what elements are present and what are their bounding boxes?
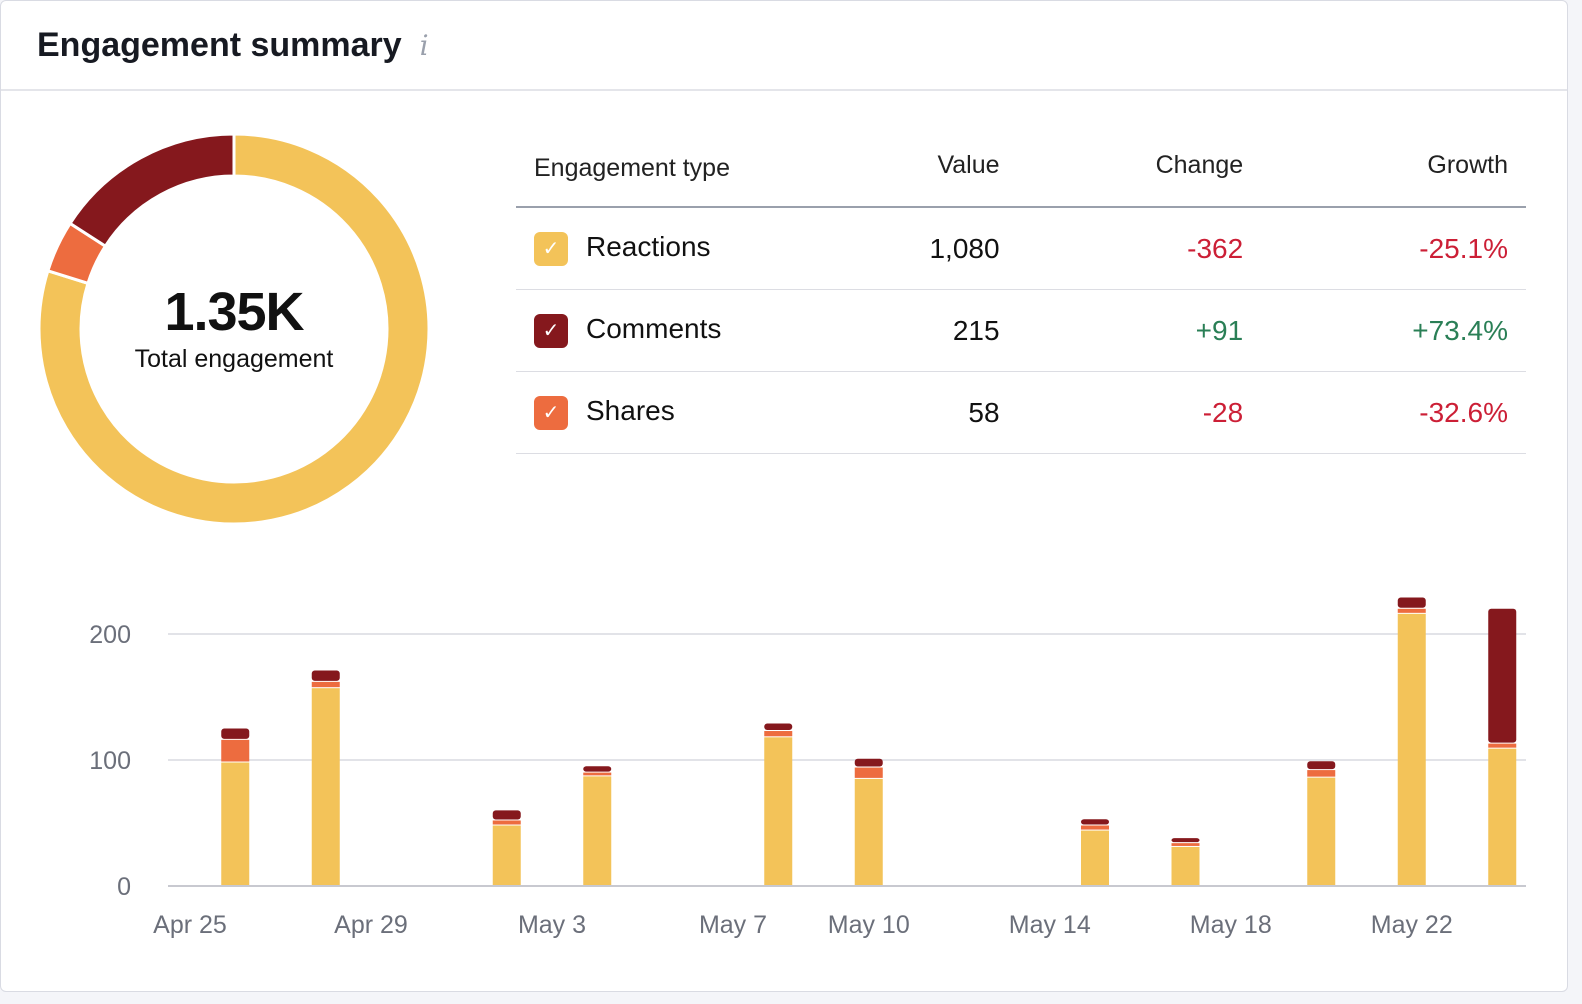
x-tick-label: May 22 — [1371, 911, 1453, 939]
change-cell: +91 — [1017, 289, 1262, 372]
type-label: Comments — [586, 313, 722, 345]
bar-reactions[interactable] — [492, 825, 521, 885]
card-header: Engagement summary i — [1, 1, 1567, 91]
col-value: Value — [812, 141, 1018, 208]
bar-comments[interactable] — [854, 758, 883, 767]
info-icon[interactable]: i — [419, 28, 429, 62]
bar-comments[interactable] — [1307, 761, 1336, 770]
table-row: ✓ Shares 58 -28 -32.6% — [516, 371, 1526, 454]
x-tick-label: Apr 29 — [334, 911, 408, 939]
x-tick-label: May 7 — [699, 911, 767, 939]
bar-reactions[interactable] — [1397, 613, 1426, 885]
growth-cell: -32.6% — [1261, 371, 1526, 454]
engagement-summary-card: Engagement summary i 1.35K Total engagem… — [0, 0, 1568, 992]
total-engagement-value: 1.35K — [164, 282, 304, 342]
bar-shares[interactable] — [221, 739, 250, 762]
checkbox-comments[interactable]: ✓ — [534, 313, 568, 348]
checkbox-reactions[interactable]: ✓ — [534, 231, 568, 266]
bar-comments[interactable] — [221, 728, 250, 739]
bar-comments[interactable] — [764, 723, 793, 731]
bar-reactions[interactable] — [221, 762, 250, 885]
bar-reactions[interactable] — [1488, 748, 1517, 885]
growth-cell: +73.4% — [1261, 289, 1526, 372]
bar-chart: 0 100 200 Apr 25 Apr 29 May 3 May 7 May 10 May 1… — [89, 597, 1526, 939]
engagement-table: Engagement type Value Change Growth ✓ Rea… — [516, 141, 1526, 454]
x-tick-label: May 3 — [518, 911, 586, 939]
donut-slice-reactions[interactable] — [37, 132, 431, 526]
x-tick-label: Apr 25 — [153, 911, 227, 939]
change-cell: -362 — [1017, 207, 1262, 290]
bar-shares[interactable] — [1171, 843, 1200, 846]
y-tick-label: 100 — [89, 747, 131, 775]
y-tick-label: 200 — [89, 621, 131, 649]
bar-shares[interactable] — [492, 820, 521, 825]
bar-shares[interactable] — [583, 772, 612, 776]
bar-comments[interactable] — [1171, 838, 1200, 843]
bar-reactions[interactable] — [311, 688, 340, 885]
donut-slice-comments[interactable] — [68, 132, 236, 249]
bar-shares[interactable] — [1397, 608, 1426, 613]
checkbox-shares[interactable]: ✓ — [534, 395, 568, 430]
bar-shares[interactable] — [311, 681, 340, 688]
x-tick-label: May 10 — [828, 911, 910, 939]
col-growth: Growth — [1261, 141, 1526, 208]
value-cell: 215 — [812, 289, 1018, 372]
bar-reactions[interactable] — [1171, 846, 1200, 885]
type-label: Reactions — [586, 231, 711, 263]
bar-reactions[interactable] — [764, 737, 793, 885]
bar-shares[interactable] — [1307, 770, 1336, 777]
bar-comments[interactable] — [583, 766, 612, 772]
bar-shares[interactable] — [854, 767, 883, 778]
card-title: Engagement summary — [37, 25, 402, 64]
type-label: Shares — [586, 395, 675, 427]
value-cell: 1,080 — [812, 207, 1018, 290]
donut-chart — [37, 132, 431, 526]
bar-shares[interactable] — [1488, 743, 1517, 748]
bar-shares[interactable] — [1081, 825, 1109, 830]
table-row: ✓ Comments 215 +91 +73.4% — [516, 289, 1526, 372]
bar-comments[interactable] — [1488, 608, 1517, 743]
bar-comments[interactable] — [492, 810, 521, 820]
bar-shares[interactable] — [764, 731, 793, 737]
change-cell: -28 — [1017, 371, 1262, 454]
col-change: Change — [1017, 141, 1262, 208]
bar-comments[interactable] — [1081, 819, 1109, 825]
table-row: ✓ Reactions 1,080 -362 -25.1% — [516, 207, 1526, 290]
bar-comments[interactable] — [1397, 597, 1426, 608]
x-tick-label: May 14 — [1009, 911, 1091, 939]
bar-reactions[interactable] — [1081, 830, 1109, 885]
total-engagement-label: Total engagement — [134, 345, 334, 373]
bar-reactions[interactable] — [854, 778, 883, 885]
bar-reactions[interactable] — [1307, 777, 1336, 885]
donut-center: 1.35K Total engagement — [84, 281, 384, 374]
bar-comments[interactable] — [311, 670, 340, 681]
col-type: Engagement type — [516, 141, 812, 208]
bar-reactions[interactable] — [583, 776, 612, 885]
y-tick-label: 0 — [117, 873, 131, 901]
value-cell: 58 — [812, 371, 1018, 454]
x-tick-label: May 18 — [1190, 911, 1272, 939]
growth-cell: -25.1% — [1261, 207, 1526, 290]
